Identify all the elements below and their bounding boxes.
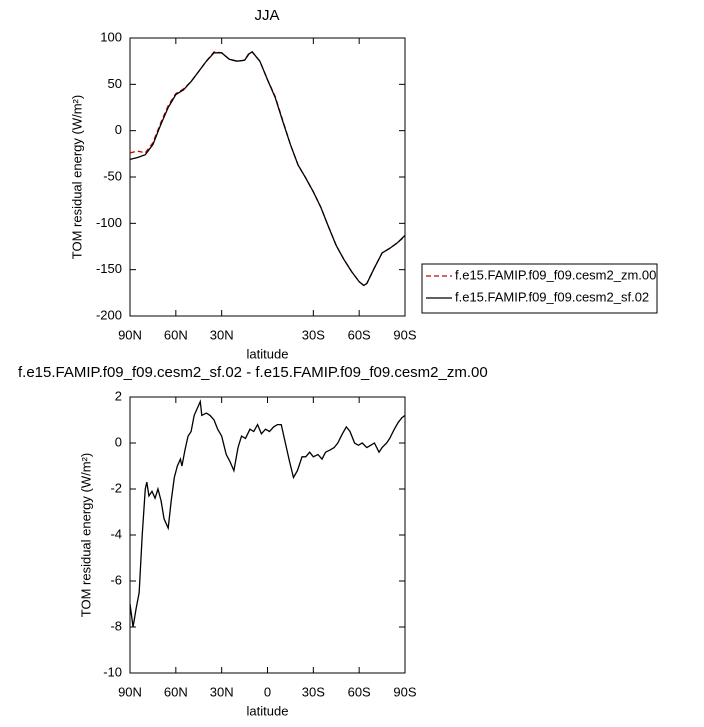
y-axis-label: TOM residual energy (W/m²) (78, 453, 93, 617)
legend-box (421, 263, 658, 314)
x-tick-label: 60S (348, 684, 371, 699)
data-line (129, 399, 406, 628)
chart-title: JJA (254, 7, 279, 24)
x-tick-label: 0 (264, 684, 271, 699)
y-tick-label: -50 (103, 168, 122, 183)
y-tick-label: -200 (96, 307, 122, 322)
y-tick-label: 50 (108, 76, 122, 91)
x-axis-label: latitude (247, 703, 289, 718)
plot-frame (129, 37, 406, 317)
chart-title: f.e15.FAMIP.f09_f09.cesm2_sf.02 - f.e15.… (18, 364, 488, 381)
y-tick-label: -150 (96, 261, 122, 276)
y-tick-label: -4 (110, 526, 122, 541)
y-tick-label: 0 (115, 434, 122, 449)
data-line (129, 51, 406, 287)
y-tick-label: 100 (100, 29, 122, 44)
x-tick-label: 30S (302, 327, 325, 342)
plot-frame (129, 396, 406, 674)
x-tick-label: 90S (393, 327, 416, 342)
x-tick-label: 60S (348, 327, 371, 342)
x-tick-label: 60N (164, 684, 188, 699)
y-tick-label: -6 (110, 572, 122, 587)
x-axis-label: latitude (247, 346, 289, 361)
x-tick-label: 90N (118, 684, 142, 699)
legend: f.e15.FAMIP.f09_f09.cesm2_zm.00 f.e15.FAM… (421, 263, 658, 314)
data-line (129, 51, 406, 287)
y-tick-label: 2 (115, 388, 122, 403)
y-tick-label: -100 (96, 215, 122, 230)
x-tick-label: 90N (118, 327, 142, 342)
x-tick-label: 30N (210, 327, 234, 342)
y-axis-label: TOM residual energy (W/m²) (69, 95, 84, 259)
y-tick-label: -8 (110, 618, 122, 633)
y-tick-label: -10 (103, 664, 122, 679)
legend-label: f.e15.FAMIP.f09_f09.cesm2_sf.02 (455, 289, 649, 304)
x-tick-label: 30N (210, 684, 234, 699)
x-tick-label: 60N (164, 327, 188, 342)
y-tick-label: -2 (110, 480, 122, 495)
x-tick-label: 30S (302, 684, 325, 699)
y-tick-label: 0 (115, 122, 122, 137)
legend-label: f.e15.FAMIP.f09_f09.cesm2_zm.00 (455, 267, 656, 282)
x-tick-label: 90S (393, 684, 416, 699)
